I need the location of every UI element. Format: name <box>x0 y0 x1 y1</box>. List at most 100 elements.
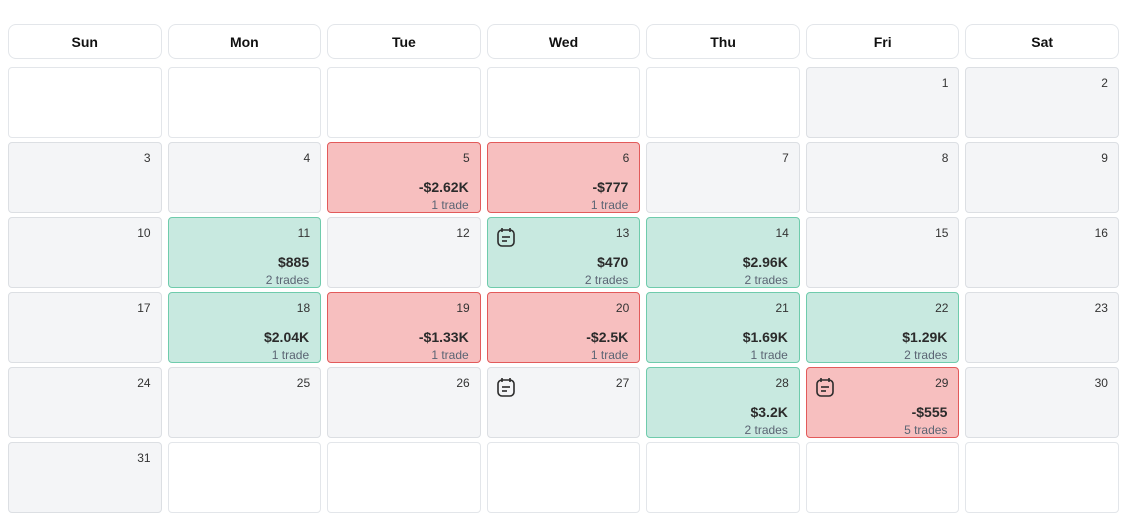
trade-count: 5 trades <box>904 423 948 437</box>
empty-cell <box>646 442 800 513</box>
day-cell[interactable]: 2 <box>965 67 1119 138</box>
day-cell[interactable]: 11 $885 2 trades <box>167 217 322 288</box>
day-cell[interactable]: 20 -$2.5K 1 trade <box>486 292 641 363</box>
day-cell[interactable]: 1 <box>805 67 960 138</box>
empty-cell <box>486 442 641 513</box>
day-cell[interactable]: 12 <box>327 217 481 288</box>
trade-count: 1 trade <box>431 198 469 212</box>
empty-cell <box>327 67 481 138</box>
empty-cell <box>805 442 960 513</box>
empty-cell <box>327 442 481 513</box>
day-cell[interactable]: 28 $3.2K 2 trades <box>646 367 800 438</box>
empty-cell <box>486 67 641 138</box>
day-cell[interactable]: 24 <box>8 367 162 438</box>
day-cell[interactable]: 30 <box>965 367 1119 438</box>
pnl-value: -$555 <box>911 404 948 420</box>
day-number: 8 <box>941 151 949 165</box>
weekday-wed: Wed <box>486 24 641 59</box>
weekday-fri: Fri <box>805 24 960 59</box>
day-number: 3 <box>143 151 151 165</box>
pnl-value: $885 <box>277 254 310 270</box>
empty-cell <box>167 442 322 513</box>
day-number: 18 <box>296 301 311 315</box>
day-cell[interactable]: 16 <box>965 217 1119 288</box>
day-cell[interactable]: 6 -$777 1 trade <box>486 142 641 213</box>
day-number: 4 <box>303 151 311 165</box>
pnl-value: $2.96K <box>742 254 788 270</box>
day-number: 10 <box>137 226 151 240</box>
day-cell[interactable]: 17 <box>8 292 162 363</box>
note-icon[interactable] <box>496 377 515 397</box>
day-number: 17 <box>137 301 151 315</box>
pnl-value: $1.69K <box>742 329 788 345</box>
day-number: 16 <box>1094 226 1108 240</box>
day-number: 14 <box>775 226 789 240</box>
day-cell[interactable]: 10 <box>8 217 162 288</box>
day-cell[interactable]: 15 <box>805 217 960 288</box>
day-cell[interactable]: 3 <box>8 142 162 213</box>
day-number: 9 <box>1101 151 1108 165</box>
trade-count: 2 trades <box>744 423 788 437</box>
trade-count: 1 trade <box>590 198 629 212</box>
day-number: 19 <box>456 301 470 315</box>
day-number: 22 <box>935 301 949 315</box>
day-number: 5 <box>463 151 470 165</box>
day-number: 20 <box>615 301 630 315</box>
day-cell[interactable]: 21 $1.69K 1 trade <box>646 292 800 363</box>
pnl-value: $2.04K <box>263 329 310 345</box>
day-cell[interactable]: 19 -$1.33K 1 trade <box>327 292 481 363</box>
day-cell[interactable]: 7 <box>646 142 800 213</box>
day-number: 7 <box>782 151 789 165</box>
pnl-value: $3.2K <box>750 404 788 420</box>
day-cell[interactable]: 31 <box>8 442 162 513</box>
day-number: 11 <box>297 226 311 240</box>
day-cell[interactable]: 8 <box>805 142 960 213</box>
day-number: 29 <box>935 376 949 390</box>
weekday-sun: Sun <box>8 24 162 59</box>
day-number: 15 <box>935 226 949 240</box>
trade-count: 2 trades <box>744 273 788 287</box>
weekday-tue: Tue <box>327 24 481 59</box>
weekday-thu: Thu <box>646 24 800 59</box>
day-number: 2 <box>1101 76 1108 90</box>
trade-count: 1 trade <box>271 348 310 362</box>
day-number: 28 <box>775 376 789 390</box>
trade-count: 1 trade <box>750 348 788 362</box>
day-cell[interactable]: 13 $470 2 trades <box>486 217 641 288</box>
note-icon[interactable] <box>496 227 515 247</box>
pnl-value: -$1.33K <box>418 329 469 345</box>
trade-count: 2 trades <box>265 273 310 287</box>
day-cell[interactable]: 4 <box>167 142 322 213</box>
calendar-grid: 1 2 3 4 5 -$2.62K 1 trade 6 -$777 1 trade 7 8 9 10 11 $… <box>8 67 1119 513</box>
pnl-value: $1.29K <box>902 329 948 345</box>
pnl-value: -$2.5K <box>586 329 629 345</box>
empty-cell <box>8 67 162 138</box>
weekday-sat: Sat <box>965 24 1119 59</box>
day-cell[interactable]: 9 <box>965 142 1119 213</box>
day-cell[interactable]: 23 <box>965 292 1119 363</box>
day-cell[interactable]: 29 -$555 5 trades <box>805 367 960 438</box>
trade-count: 1 trade <box>431 348 469 362</box>
weekday-mon: Mon <box>167 24 322 59</box>
day-cell[interactable]: 22 $1.29K 2 trades <box>805 292 960 363</box>
day-cell[interactable]: 14 $2.96K 2 trades <box>646 217 800 288</box>
day-cell[interactable]: 25 <box>167 367 322 438</box>
day-cell[interactable]: 18 $2.04K 1 trade <box>167 292 322 363</box>
day-number: 13 <box>615 226 630 240</box>
day-number: 1 <box>941 76 949 90</box>
day-cell[interactable]: 27 <box>486 367 641 438</box>
empty-cell <box>646 67 800 138</box>
day-number: 26 <box>456 376 470 390</box>
pnl-value: $470 <box>597 254 629 270</box>
day-number: 25 <box>296 376 311 390</box>
trade-count: 1 trade <box>590 348 629 362</box>
day-cell[interactable]: 26 <box>327 367 481 438</box>
note-icon[interactable] <box>816 377 834 397</box>
trade-count: 2 trades <box>904 348 948 362</box>
day-number: 21 <box>775 301 789 315</box>
pnl-value: -$777 <box>592 179 629 195</box>
day-number: 24 <box>137 376 151 390</box>
empty-cell <box>167 67 322 138</box>
day-number: 30 <box>1094 376 1108 390</box>
day-cell[interactable]: 5 -$2.62K 1 trade <box>327 142 481 213</box>
